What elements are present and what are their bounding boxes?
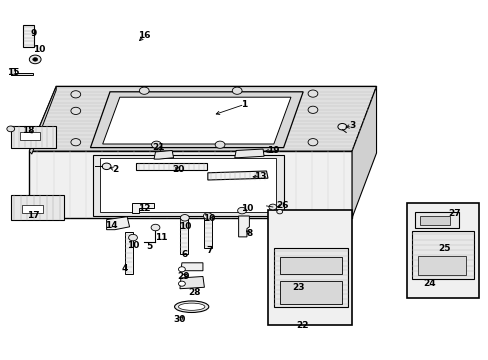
Circle shape: [151, 224, 160, 231]
Circle shape: [276, 210, 282, 214]
Text: 15: 15: [7, 68, 20, 77]
Polygon shape: [93, 155, 283, 216]
Circle shape: [180, 215, 189, 221]
Polygon shape: [238, 216, 249, 237]
Circle shape: [307, 90, 317, 97]
Polygon shape: [207, 171, 267, 180]
Polygon shape: [154, 150, 173, 159]
Text: 19: 19: [267, 146, 280, 155]
Text: 10: 10: [33, 45, 45, 54]
Circle shape: [268, 204, 276, 210]
Text: 10: 10: [203, 214, 215, 223]
Circle shape: [128, 234, 137, 241]
Polygon shape: [411, 231, 473, 279]
Circle shape: [337, 123, 346, 130]
Text: 28: 28: [188, 288, 201, 297]
Text: 30: 30: [173, 315, 186, 324]
Text: 24: 24: [422, 279, 435, 288]
Text: 13: 13: [253, 172, 266, 181]
Circle shape: [7, 126, 15, 132]
Polygon shape: [90, 92, 303, 148]
Text: 25: 25: [438, 244, 450, 253]
Circle shape: [102, 163, 111, 170]
Bar: [20, 132, 40, 140]
Circle shape: [71, 91, 81, 98]
Polygon shape: [234, 149, 264, 158]
Text: 3: 3: [348, 122, 354, 130]
Polygon shape: [11, 195, 63, 220]
Bar: [23, 25, 34, 47]
Text: 8: 8: [246, 229, 252, 238]
Bar: [406, 203, 478, 298]
Circle shape: [71, 139, 81, 146]
Text: 9: 9: [30, 29, 37, 37]
Text: 1: 1: [241, 100, 247, 109]
Polygon shape: [414, 212, 458, 228]
Polygon shape: [29, 86, 56, 154]
Polygon shape: [273, 248, 347, 307]
Text: 29: 29: [177, 272, 189, 281]
Ellipse shape: [178, 303, 204, 310]
Circle shape: [139, 87, 149, 94]
Circle shape: [232, 87, 242, 94]
Polygon shape: [351, 86, 376, 218]
Circle shape: [151, 141, 161, 148]
Circle shape: [178, 281, 185, 286]
Text: 17: 17: [27, 211, 40, 220]
Circle shape: [307, 139, 317, 146]
Circle shape: [29, 55, 41, 64]
Text: 10: 10: [240, 204, 253, 212]
Text: 11: 11: [155, 233, 167, 242]
Text: 14: 14: [105, 220, 118, 230]
Polygon shape: [132, 203, 154, 213]
Bar: [180, 219, 187, 254]
Text: 12: 12: [138, 204, 150, 212]
Text: 10: 10: [126, 241, 139, 250]
Polygon shape: [29, 151, 351, 218]
Circle shape: [237, 207, 246, 214]
Circle shape: [178, 267, 185, 272]
Polygon shape: [180, 276, 204, 289]
Text: 2: 2: [112, 165, 118, 174]
Bar: [204, 217, 212, 248]
Bar: [279, 257, 342, 274]
Circle shape: [307, 106, 317, 113]
Text: 7: 7: [205, 246, 212, 255]
Bar: [267, 210, 351, 325]
Text: 22: 22: [295, 321, 308, 330]
Text: 21: 21: [152, 143, 165, 152]
Text: 27: 27: [447, 209, 460, 217]
Text: 16: 16: [138, 31, 150, 40]
Polygon shape: [102, 97, 290, 144]
Bar: [124, 232, 132, 274]
Text: 23: 23: [291, 284, 304, 292]
Polygon shape: [181, 263, 203, 271]
Text: 10: 10: [178, 222, 191, 231]
Circle shape: [203, 213, 212, 219]
Bar: [279, 281, 342, 304]
Text: 5: 5: [146, 242, 152, 251]
Text: 26: 26: [276, 201, 288, 210]
Bar: [22, 205, 42, 213]
Bar: [417, 256, 465, 275]
Circle shape: [33, 58, 38, 61]
Bar: [136, 163, 206, 170]
Polygon shape: [106, 217, 129, 230]
Polygon shape: [11, 68, 15, 75]
Polygon shape: [29, 86, 376, 151]
Text: 6: 6: [182, 251, 187, 259]
Circle shape: [71, 107, 81, 114]
Text: 18: 18: [22, 126, 35, 135]
Polygon shape: [100, 158, 276, 212]
Text: 20: 20: [172, 165, 184, 174]
Circle shape: [215, 141, 224, 148]
Polygon shape: [11, 126, 56, 148]
Text: 4: 4: [121, 264, 128, 273]
Polygon shape: [11, 73, 33, 75]
Bar: [419, 216, 449, 225]
Ellipse shape: [174, 301, 208, 312]
